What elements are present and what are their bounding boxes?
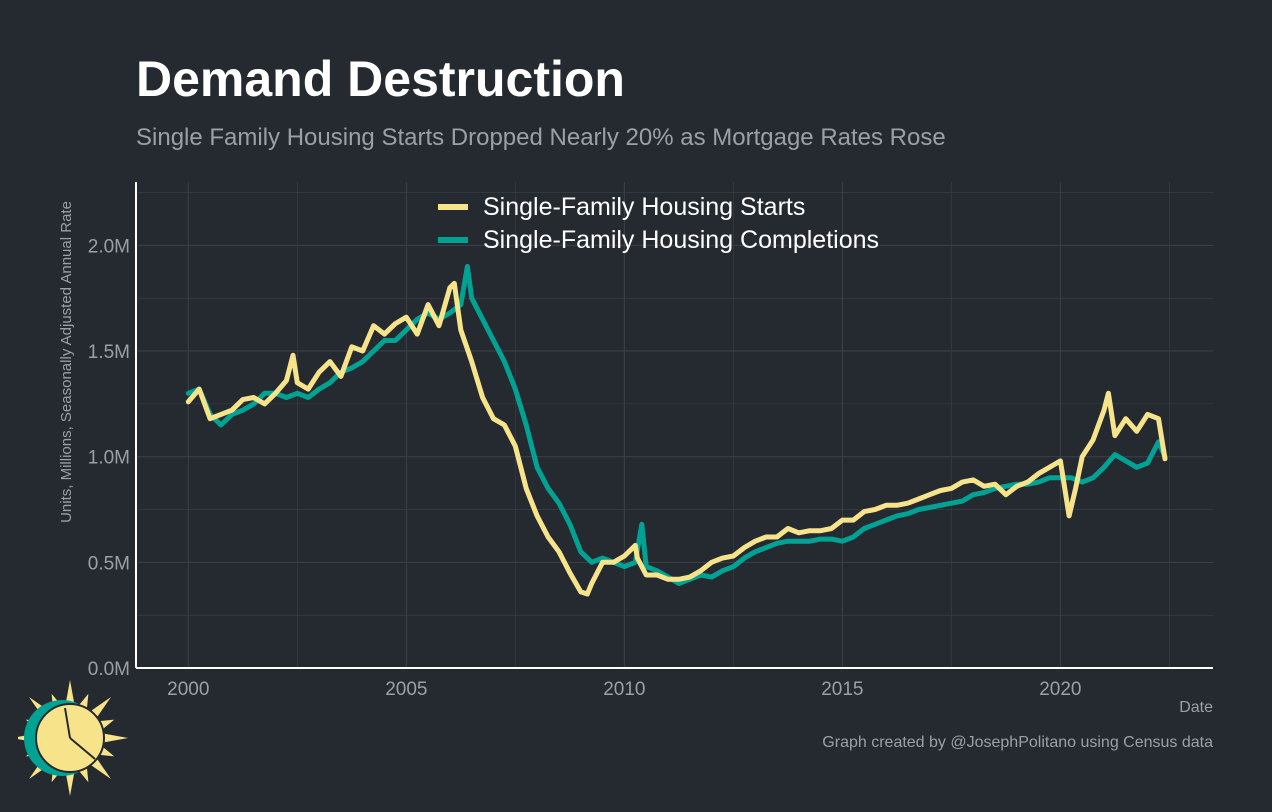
- series-lines: [185, 264, 1168, 597]
- y-tick-label: 2.0M: [88, 236, 130, 257]
- legend: Single-Family Housing Starts Single-Fami…: [438, 193, 879, 254]
- x-tick-label: 2000: [167, 679, 209, 700]
- y-tick-label: 1.5M: [88, 342, 130, 363]
- sun-icon: [18, 680, 128, 796]
- y-axis-label: Units, Millions, Seasonally Adjusted Ann…: [58, 201, 75, 523]
- chart-title: Demand Destruction: [136, 51, 625, 107]
- y-tick-label: 0.0M: [88, 659, 130, 680]
- x-tick-label: 2020: [1039, 679, 1081, 700]
- starts-line: [185, 280, 1168, 597]
- x-tick-label: 2010: [603, 679, 645, 700]
- y-tick-labels: 0.0M 0.5M 1.0M 1.5M 2.0M: [88, 236, 130, 680]
- axes: [135, 182, 1213, 669]
- x-axis-label: Date: [1179, 699, 1213, 716]
- legend-label-completions: Single-Family Housing Completions: [483, 226, 879, 254]
- legend-label-starts: Single-Family Housing Starts: [483, 193, 805, 221]
- chart-subtitle: Single Family Housing Starts Dropped Nea…: [136, 124, 946, 151]
- source-caption: Graph created by @JosephPolitano using C…: [822, 734, 1213, 751]
- x-tick-label: 2015: [821, 679, 863, 700]
- y-tick-label: 1.0M: [88, 448, 130, 469]
- y-tick-label: 0.5M: [88, 553, 130, 574]
- completions-line: [185, 264, 1168, 586]
- x-tick-label: 2005: [385, 679, 427, 700]
- grid-lines: [136, 182, 1213, 668]
- x-tick-labels: 2000 2005 2010 2015 2020: [167, 679, 1081, 700]
